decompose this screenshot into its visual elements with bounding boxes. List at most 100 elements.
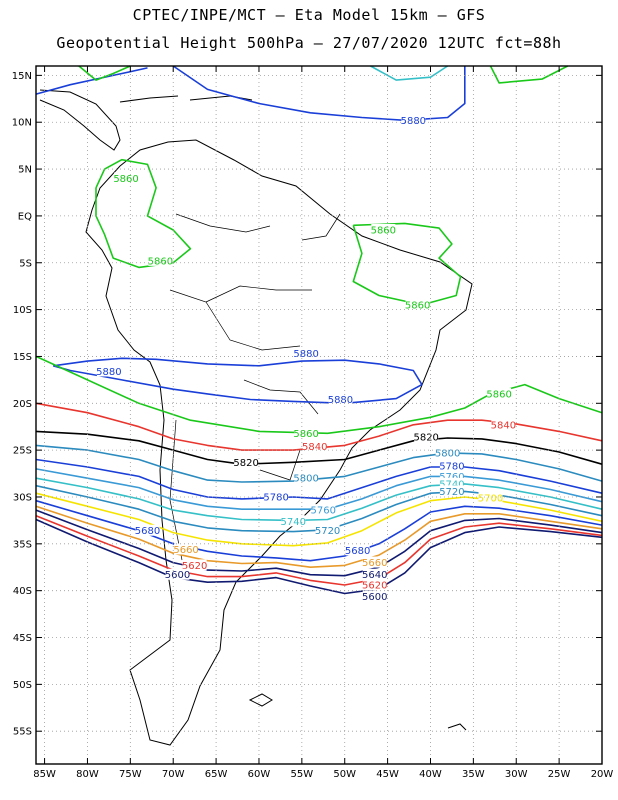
contour-label-bg [362,579,387,591]
contour-label: 5620 [362,581,387,592]
contour-label-bg [478,491,503,503]
contour-label-bg [328,393,353,405]
south-georgia-coastline [447,723,467,731]
contour-5640 [35,509,603,577]
contour-label: 5760 [439,472,464,483]
contour-label-bg [294,427,319,439]
contour-label-bg [414,431,439,443]
contour-label: 5700 [478,493,503,504]
contour-label-bg [148,254,173,266]
contour-label-bg [435,446,460,458]
contour-label: 5660 [362,558,387,569]
lon-tick-label: 55W [291,769,314,780]
contour-label: 5840 [491,420,516,431]
contour-label-bg [281,515,306,527]
contour-label: 5640 [362,570,387,581]
contour-label-bg [294,347,319,359]
map-frame [35,65,603,765]
lat-tick-label: 15N [12,71,32,82]
contour-5820 [35,430,603,465]
contour-label: 5760 [311,506,336,517]
contour-label-bg [491,418,516,430]
contour-5860 [78,65,131,81]
contour-label-bg [439,470,464,482]
contour-5880 [370,65,449,81]
contour-label-bg [371,223,396,235]
map-subtitle: Geopotential Height 500hPa – 27/07/2020 … [56,34,562,52]
contour-label: 5860 [293,429,318,440]
contour-label: 5880 [401,116,426,127]
contour-5860 [489,65,569,84]
contour-label-bg [362,568,387,580]
contour-label: 5740 [281,517,306,528]
contour-label-bg [362,590,387,602]
map-title: CPTEC/INPE/MCT – Eta Model 15km – GFS [132,6,486,24]
lat-tick-label: 45S [13,633,32,644]
contour-label: 5820 [413,433,438,444]
lat-tick-label: EQ [18,211,32,222]
contour-label-bg [264,490,289,502]
lat-tick-label: 10S [13,305,32,316]
lon-tick-label: 30W [505,769,528,780]
contour-label-bg [96,365,121,377]
lat-tick-label: 55S [13,727,32,738]
contour-label: 5600 [362,592,387,603]
lon-tick-label: 40W [419,769,442,780]
south-america-coastline [85,139,473,746]
contour-label-bg [362,556,387,568]
contour-5860 [35,355,603,435]
lat-tick-label: 25S [13,446,32,457]
contour-label-bg [405,298,430,310]
contour-5880 [172,65,466,122]
contour-label: 5780 [263,492,288,503]
contour-5880 [52,357,423,405]
contour-label: 5880 [293,349,318,360]
contour-label: 5720 [315,526,340,537]
lon-tick-label: 50W [333,769,356,780]
contour-label: 5600 [165,570,190,581]
contour-label-bg [401,114,426,126]
lat-tick-label: 35S [13,539,32,550]
contour-5740 [35,477,603,522]
lon-tick-label: 80W [76,769,99,780]
contour-label: 5860 [486,389,511,400]
lon-tick-label: 25W [548,769,571,780]
contour-label: 5680 [345,546,370,557]
contour-label: 5860 [405,300,430,311]
contour-labels: 5880 5860 5860 5860 5860 5880 5880 5880 5860 5860… [96,114,516,603]
contour-label-bg [182,559,207,571]
contour-label-bg [439,460,464,472]
axis-ticks: 15N 10N 5N EQ 5S 10S 15S 20S 25S 30S 35S 40S 45S 50S 5… [12,66,613,780]
contour-5600 [35,518,603,595]
contour-label-bg [234,456,259,468]
falkland-islands-coastline [248,693,273,707]
contour-label: 5860 [371,225,396,236]
contour-label: 5780 [439,462,464,473]
contour-label-bg [294,472,319,484]
lon-tick-label: 70W [162,769,185,780]
contour-5620 [35,514,603,586]
contour-label: 5620 [182,561,207,572]
country-borders [169,213,341,561]
lat-tick-label: 15S [13,352,32,363]
contour-label: 5840 [302,442,327,453]
contour-label-bg [302,440,327,452]
coastlines [39,89,473,746]
contour-label: 5800 [435,448,460,459]
lat-tick-label: 20S [13,399,32,410]
contour-label-bg [315,524,340,536]
contour-5860 [352,222,462,306]
contour-label: 5820 [233,458,258,469]
contour-label-bg [165,568,190,580]
graticule [36,66,603,764]
contour-label: 5660 [173,545,198,556]
lon-tick-label: 75W [119,769,142,780]
lon-tick-label: 60W [248,769,271,780]
lat-tick-label: 5S [19,258,32,269]
contour-label: 5860 [148,256,173,267]
contour-label-bg [439,485,464,497]
contour-label: 5740 [439,479,464,490]
contour-label: 5800 [293,474,318,485]
contour-label-bg [311,504,336,516]
